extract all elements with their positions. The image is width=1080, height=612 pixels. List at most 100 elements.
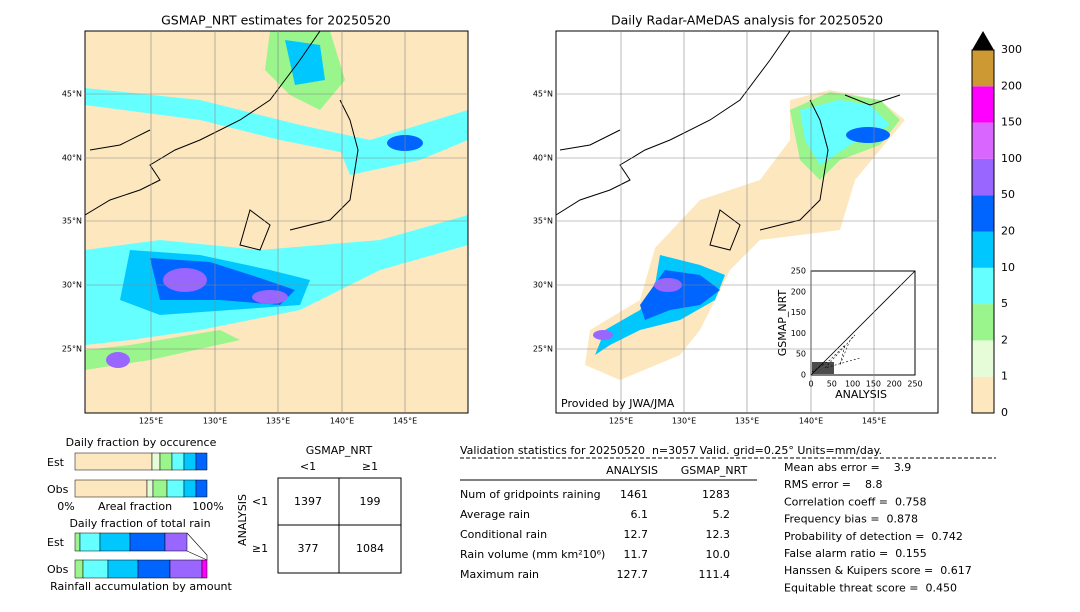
colorbar-segment: [972, 50, 994, 87]
colorbar-segment: [972, 340, 994, 377]
bar-segment: [201, 559, 208, 579]
colorbar-label: 1: [1001, 370, 1008, 383]
map-title: Daily Radar-AMeDAS analysis for 20250520: [611, 13, 883, 28]
colorbar-extend: [972, 31, 994, 50]
colorbar: 0 1 2 5 10 20 50 100 150 200 300: [971, 31, 1022, 419]
bar-segment: [107, 559, 139, 579]
bar-segment: [152, 479, 168, 498]
inset-x-tick: 150: [866, 380, 881, 389]
inset-y-tick: 50: [796, 350, 806, 359]
bar-segment: [82, 559, 109, 579]
lon-label: 125°E: [609, 417, 633, 426]
lon-label: 125°E: [139, 417, 163, 426]
bar-segment: [171, 452, 185, 471]
colorbar-frame: [971, 49, 995, 414]
lon-label: 130°E: [672, 417, 696, 426]
bar-segment: [166, 479, 185, 498]
bar-segment: [99, 532, 131, 552]
contingency-table: [277, 477, 402, 574]
bar-segment: [146, 479, 154, 498]
inset-y-tick: 0: [801, 371, 806, 380]
stat-label: Num of gridpoints raining: [460, 488, 601, 501]
column-label: ≥1: [362, 460, 378, 473]
left-map: [84, 30, 469, 414]
stat-label: Rain volume (mm km²10⁶): [460, 548, 605, 561]
stat-value: 1283: [702, 488, 730, 501]
colorbar-segment: [972, 122, 994, 159]
diagonal: [810, 270, 916, 376]
lon-label: 145°E: [862, 417, 886, 426]
bar-segment: [129, 532, 166, 552]
cell: 199: [360, 495, 381, 508]
colorbar-label: 10: [1001, 261, 1015, 274]
panel-title: Daily fraction of total rain: [69, 517, 210, 530]
inset-x-tick: 50: [827, 380, 837, 389]
lon-label: 140°E: [330, 417, 354, 426]
inset-y-label: GSMAP_NRT: [776, 290, 789, 357]
lon-label: 135°E: [735, 417, 759, 426]
fraction-occurrence: [74, 452, 208, 498]
cell: 1084: [356, 542, 384, 555]
score: Frequency bias = 0.878: [784, 513, 918, 526]
fraction-total: [74, 532, 208, 579]
column-label: ANALYSIS: [606, 464, 658, 477]
rain-band: [846, 127, 890, 143]
rain-band: [593, 330, 613, 340]
score: Mean abs error = 3.9: [784, 461, 911, 474]
bar-segment: [74, 479, 148, 498]
colorbar-label: 50: [1001, 188, 1015, 201]
lat-label: 30°N: [62, 281, 82, 290]
colorbar-segment: [972, 231, 994, 268]
row-label: Obs: [47, 483, 69, 496]
rain-band: [800, 100, 890, 165]
rain-band: [285, 40, 325, 85]
inset-y-tick: 150: [791, 308, 806, 317]
bar-segment: [79, 532, 101, 552]
stat-value: 10.0: [706, 548, 731, 561]
stat-label: Average rain: [460, 508, 530, 521]
column-label: <1: [300, 460, 316, 473]
coastline: [555, 30, 901, 251]
lat-label: 45°N: [533, 90, 553, 99]
cell: 377: [298, 542, 319, 555]
colorbar-label: 150: [1001, 116, 1022, 129]
row-label: <1: [252, 495, 268, 508]
bar-segment: [164, 532, 188, 552]
bar-segment: [183, 452, 197, 471]
column-label: GSMAP_NRT: [681, 464, 748, 477]
score: RMS error = 8.8: [784, 478, 882, 491]
map-title: GSMAP_NRT estimates for 20250520: [161, 13, 391, 28]
scatter-cluster: [812, 362, 834, 374]
bar-segment: [137, 559, 171, 579]
connector: [186, 532, 208, 561]
lat-label: 45°N: [62, 90, 82, 99]
map-frame: [84, 30, 469, 414]
lon-label: 135°E: [266, 417, 290, 426]
cell: 1397: [294, 495, 322, 508]
panel-title: Daily fraction by occurence: [66, 436, 217, 449]
axis-label: Areal fraction: [98, 500, 172, 513]
colorbar-label: 300: [1001, 43, 1022, 56]
stat-value: 11.7: [624, 548, 649, 561]
stat-value: 6.1: [631, 508, 649, 521]
colorbar-segment: [972, 376, 994, 413]
colorbar-label: 5: [1001, 297, 1008, 310]
colorbar-segment: [972, 304, 994, 341]
stat-value: 1461: [620, 488, 648, 501]
bar-segment: [159, 452, 173, 471]
inset-x-label: ANALYSIS: [835, 388, 887, 401]
bar-segment: [151, 452, 161, 471]
axis-label: 0%: [57, 500, 74, 513]
right-map: [555, 30, 939, 414]
credit: Provided by JWA/JMA: [561, 397, 675, 410]
stat-value: 127.7: [617, 568, 649, 581]
colorbar-label: 20: [1001, 225, 1015, 238]
rain-band: [252, 290, 288, 304]
colorbar-segment: [972, 158, 994, 196]
lon-label: 145°E: [393, 417, 417, 426]
panel-footer: Rainfall accumulation by amount: [50, 580, 232, 593]
colorbar-label: 0: [1001, 406, 1008, 419]
inset-y-tick: 100: [791, 329, 806, 338]
inset-x-tick: 200: [887, 380, 902, 389]
